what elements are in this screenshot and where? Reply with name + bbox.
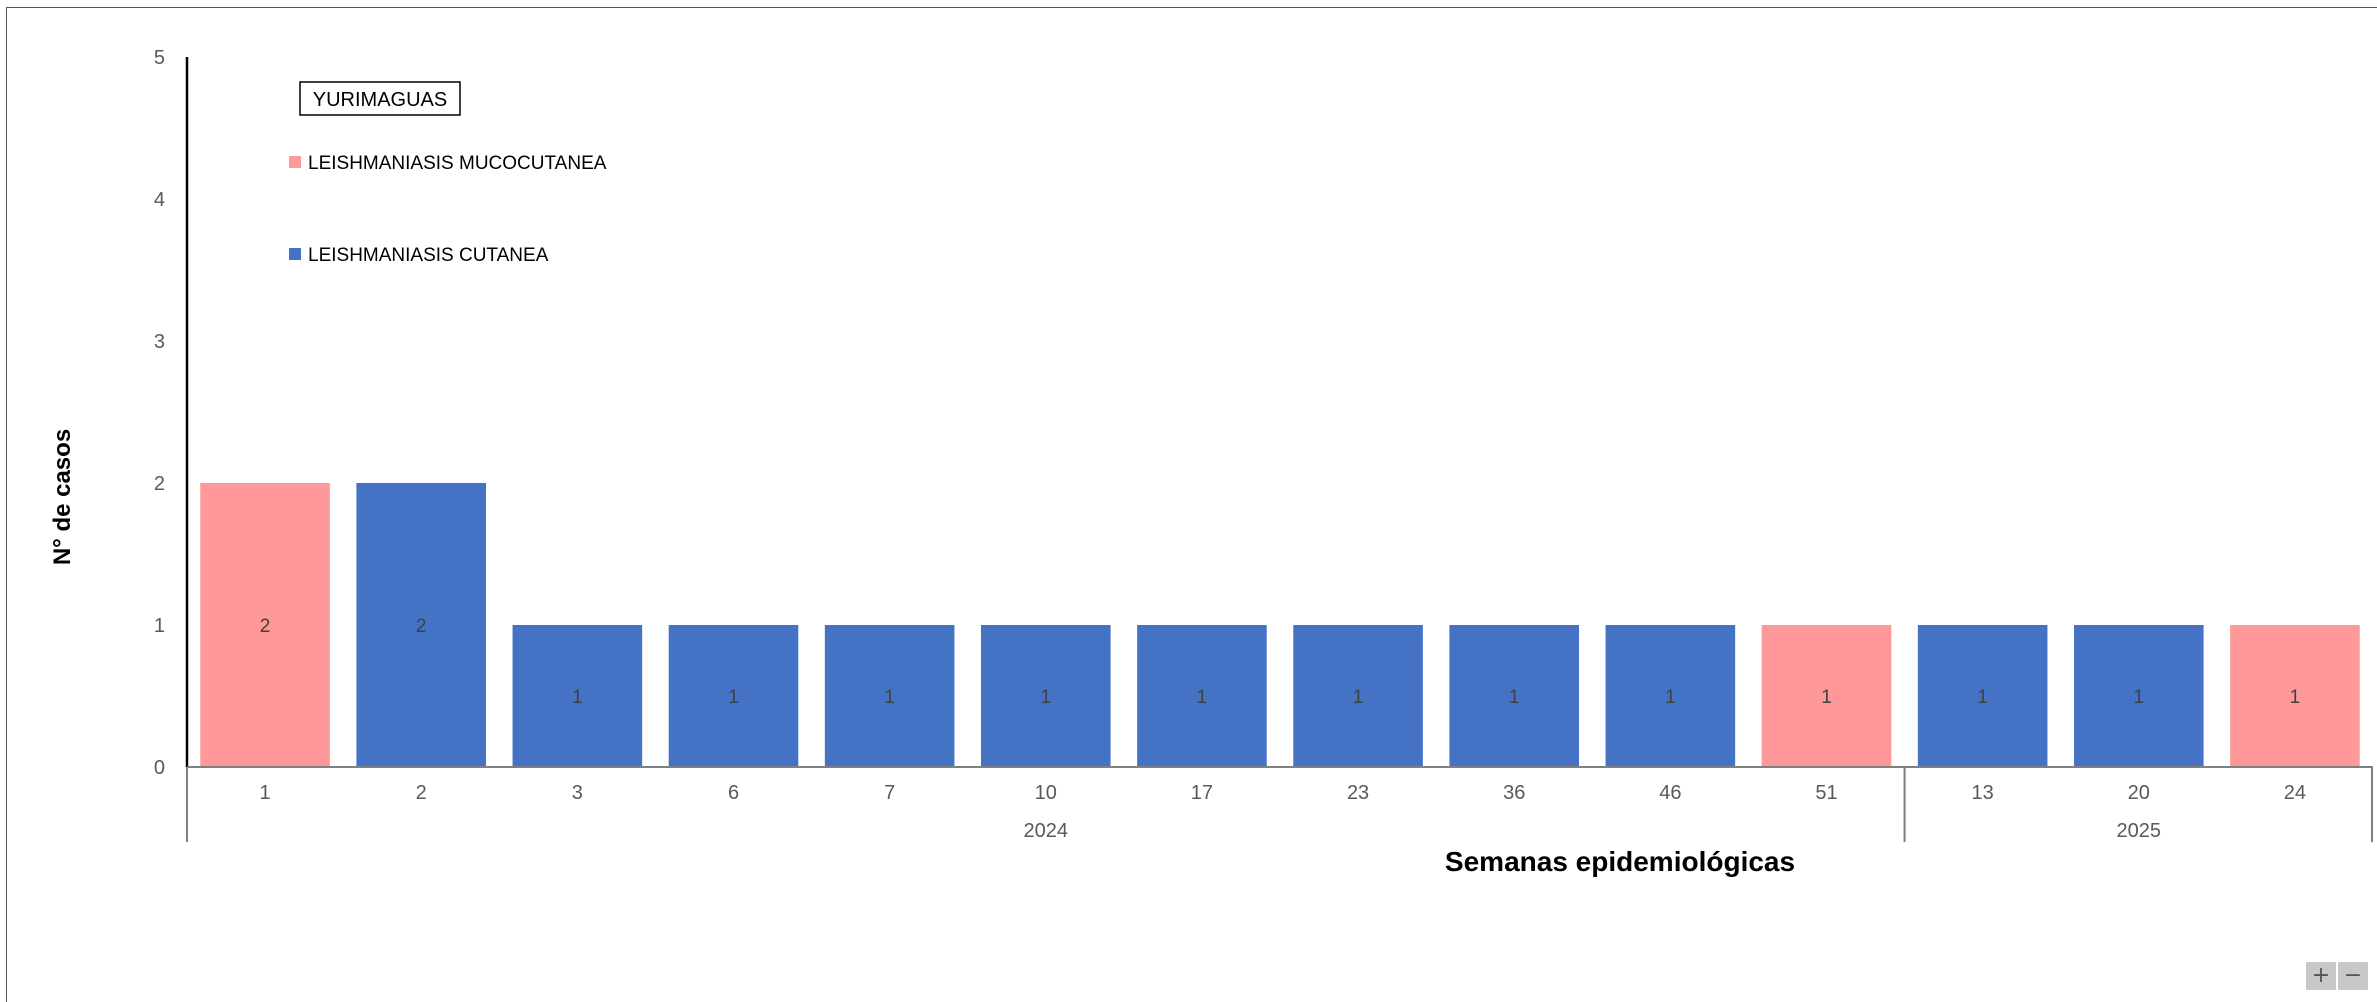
bar — [512, 625, 643, 767]
x-tick-label: 2 — [416, 782, 427, 804]
chart-frame — [6, 7, 2377, 1002]
bar-value-label: 1 — [728, 687, 739, 708]
bar — [1449, 625, 1580, 767]
bar-value-label: 1 — [1197, 687, 1208, 708]
bar — [2230, 625, 2360, 767]
bar-value-label: 1 — [1665, 687, 1676, 708]
x-tick-label: 24 — [2284, 782, 2306, 804]
x-tick-label: 6 — [728, 782, 739, 804]
y-tick-label: 3 — [154, 331, 165, 353]
zoom-controls: + − — [2306, 962, 2368, 990]
x-tick-label: 23 — [1347, 782, 1369, 804]
bar-value-label: 1 — [1353, 687, 1364, 708]
x-tick-label: 17 — [1191, 782, 1213, 804]
x-group-label: 2024 — [1024, 820, 1069, 842]
bar — [824, 625, 955, 767]
y-axis-label: N° de casos — [49, 429, 76, 565]
x-group-label: 2025 — [2117, 820, 2162, 842]
legend-swatch — [289, 248, 301, 260]
zoom-in-button[interactable]: + — [2306, 962, 2336, 990]
bar — [1761, 625, 1892, 767]
zoom-out-button[interactable]: − — [2338, 962, 2368, 990]
y-tick-label: 0 — [154, 757, 165, 779]
bar — [1917, 625, 2048, 767]
x-tick-label: 10 — [1035, 782, 1057, 804]
bar — [1293, 625, 1423, 767]
legend-label: LEISHMANIASIS CUTANEA — [308, 245, 549, 266]
x-tick-label: 46 — [1659, 782, 1681, 804]
legend-swatch — [289, 156, 301, 168]
bar-value-label: 2 — [416, 616, 427, 637]
bar — [2073, 625, 2204, 767]
bar-value-label: 1 — [2290, 687, 2301, 708]
chart-title-box — [299, 81, 461, 116]
bar-value-label: 1 — [572, 687, 583, 708]
x-tick-label: 36 — [1503, 782, 1525, 804]
y-tick-label: 5 — [154, 47, 165, 69]
bar-value-label: 1 — [1040, 687, 1051, 708]
bar — [200, 483, 330, 767]
x-tick-label: 3 — [572, 782, 583, 804]
chart-title: YURIMAGUAS — [313, 89, 447, 111]
x-tick-label: 20 — [2128, 782, 2150, 804]
x-tick-label: 51 — [1815, 782, 1837, 804]
bar-value-label: 1 — [884, 687, 895, 708]
bar-value-label: 1 — [1509, 687, 1520, 708]
x-tick-label: 7 — [884, 782, 895, 804]
bar — [1605, 625, 1736, 767]
y-tick-label: 4 — [154, 189, 165, 211]
bar-value-label: 1 — [1821, 687, 1832, 708]
y-tick-label: 2 — [154, 473, 165, 495]
bar — [1137, 625, 1267, 767]
x-tick-label: 1 — [260, 782, 271, 804]
bar-value-label: 2 — [260, 616, 271, 637]
bar — [980, 625, 1111, 767]
bar-value-label: 1 — [2133, 687, 2144, 708]
bar-value-label: 1 — [1977, 687, 1988, 708]
bar — [356, 483, 487, 767]
y-tick-label: 1 — [154, 615, 165, 637]
bar — [668, 625, 799, 767]
legend-label: LEISHMANIASIS MUCOCUTANEA — [308, 153, 607, 174]
x-axis-label: Semanas epidemiológicas — [1445, 846, 1795, 877]
x-tick-label: 13 — [1972, 782, 1994, 804]
